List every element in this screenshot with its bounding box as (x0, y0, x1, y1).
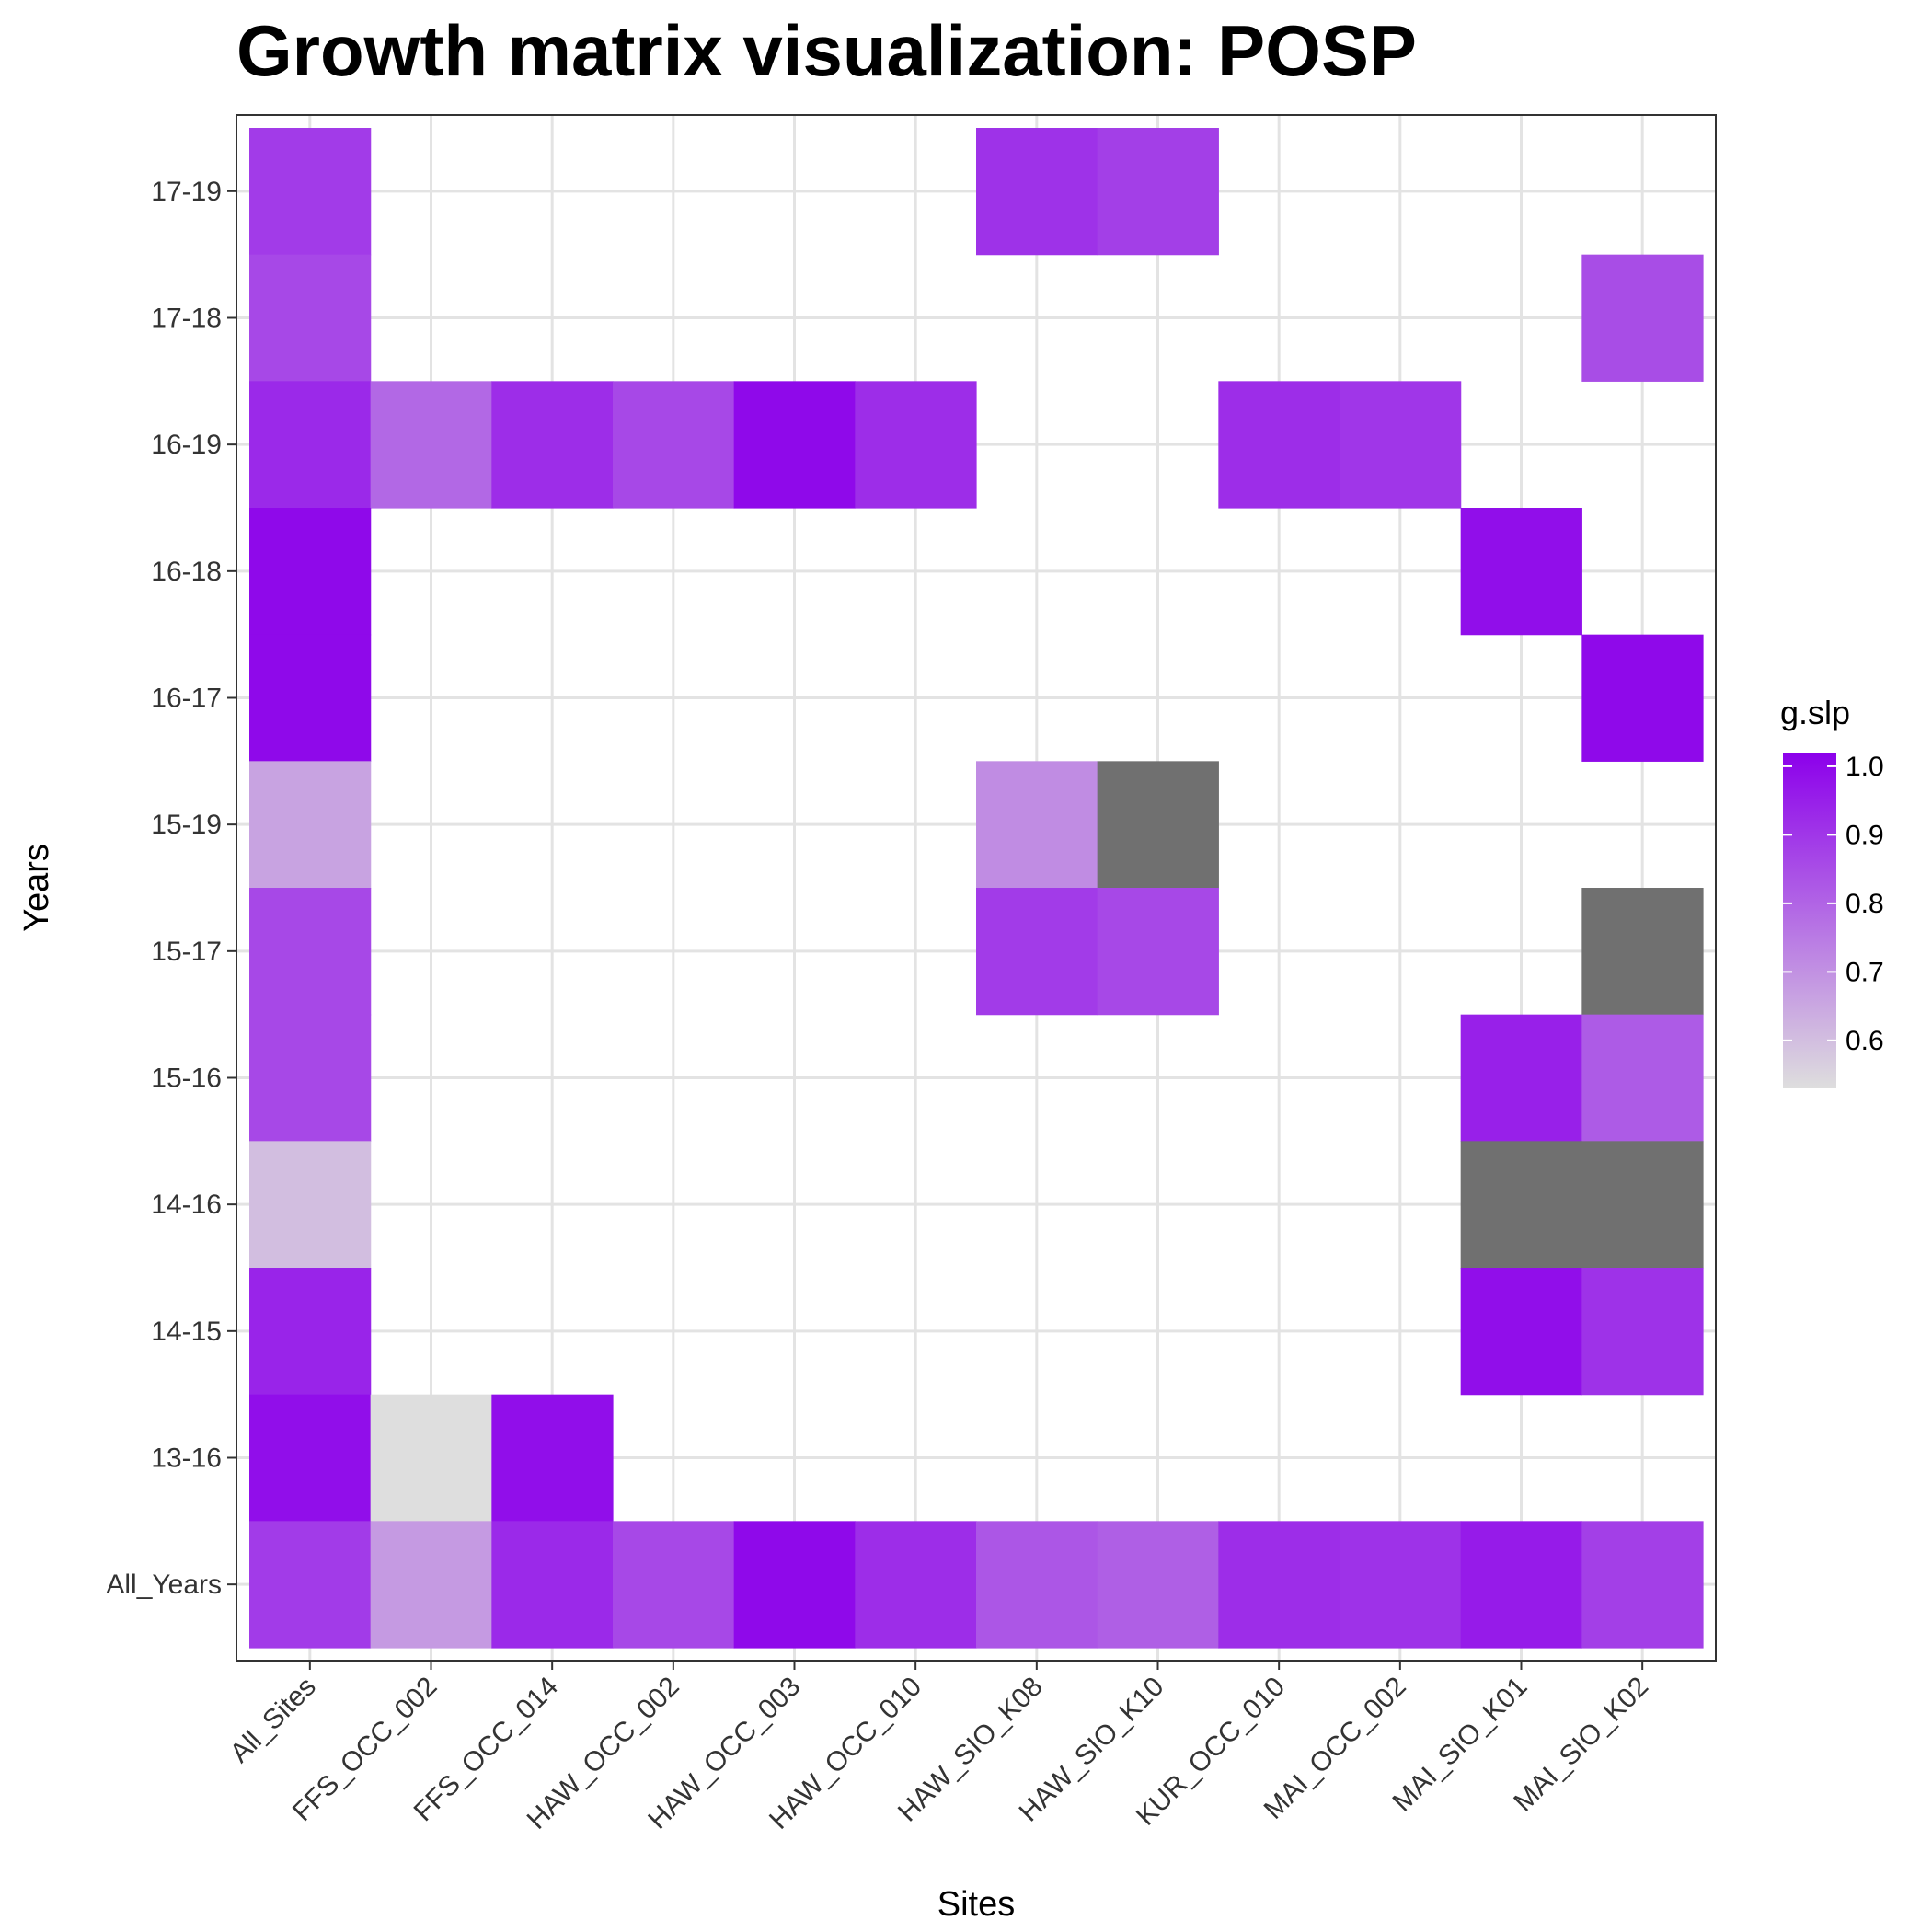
y-tick-label: 16-17 (151, 684, 222, 714)
y-tick-label: 17-18 (151, 304, 222, 334)
heatmap-cell (249, 1521, 372, 1649)
heatmap-cell (249, 761, 372, 889)
heatmap-cell (1581, 1014, 1704, 1142)
legend-tick-label: 0.7 (1846, 957, 1884, 987)
y-tick-label: 17-19 (151, 177, 222, 207)
heatmap-cell (1581, 1141, 1704, 1269)
legend-tick-label: 1.0 (1846, 752, 1884, 782)
heatmap-cell (491, 381, 614, 509)
heatmap-cell (249, 1014, 372, 1142)
heatmap-cell (370, 1521, 492, 1649)
heatmap-cell (855, 381, 977, 509)
y-tick-label: 15-17 (151, 937, 222, 967)
y-tick-label: 16-18 (151, 557, 222, 587)
heatmap-cell (1460, 1014, 1582, 1142)
heatmap-cell (1097, 761, 1219, 889)
heatmap-cell (249, 888, 372, 1016)
heatmap-cell (733, 381, 856, 509)
heatmap-cell (249, 254, 372, 382)
heatmap-cell (249, 1268, 372, 1396)
y-axis-title: Years (17, 844, 56, 932)
heatmap-cell (249, 1141, 372, 1269)
heatmap-cell (249, 1394, 372, 1522)
x-axis-title: Sites (937, 1885, 1015, 1924)
y-tick-label: 15-19 (151, 810, 222, 840)
heatmap-cell (1218, 1521, 1340, 1649)
legend-tick-label: 0.6 (1846, 1026, 1884, 1056)
heatmap-cell (249, 634, 372, 762)
heatmap-cell (1581, 1521, 1704, 1649)
heatmap-cell (1581, 888, 1704, 1016)
heatmap-cell (613, 1521, 735, 1649)
heatmap-cell (1097, 128, 1219, 256)
heatmap-cell (491, 1394, 614, 1522)
heatmap-cell (1460, 1268, 1582, 1396)
legend-ticks: 0.6 0.7 0.8 0.9 1.0 (1783, 752, 1884, 1056)
heatmap-cell (249, 508, 372, 636)
legend-tick-label: 0.9 (1846, 820, 1884, 850)
heatmap-cell (976, 128, 1098, 256)
heatmap-cell (1460, 1141, 1582, 1269)
heatmap-cell (1097, 888, 1219, 1016)
x-axis: All_SitesFFS_OCC_002FFS_OCC_014HAW_OCC_0… (224, 1661, 1654, 1835)
y-tick-label: 13-16 (151, 1443, 222, 1474)
heatmap-cell (976, 761, 1098, 889)
heatmap-cell (1340, 381, 1462, 509)
heatmap-cell (855, 1521, 977, 1649)
chart-title: Growth matrix visualization: POSP (236, 10, 1417, 91)
y-axis: All_Years 13-16 14-15 14-16 15-16 15-17 15-19 1… (106, 177, 236, 1600)
heatmap-cell (976, 888, 1098, 1016)
heatmap-cell (1218, 381, 1340, 509)
heatmap-cell (733, 1521, 856, 1649)
y-tick-label: 14-15 (151, 1317, 222, 1347)
y-tick-label: 14-16 (151, 1190, 222, 1220)
heatmap-cell (249, 381, 372, 509)
heatmap-cell (370, 381, 492, 509)
y-tick-label: All_Years (106, 1570, 222, 1600)
x-tick-label: All_Sites (224, 1672, 322, 1769)
heatmap-cell (249, 128, 372, 256)
heatmap-cell (613, 381, 735, 509)
heatmap-cell (491, 1521, 614, 1649)
heatmap-cell (1097, 1521, 1219, 1649)
heatmap-cell (1581, 1268, 1704, 1396)
heatmap-cell (1581, 634, 1704, 762)
heatmap-cell (1581, 254, 1704, 382)
y-tick-label: 15-16 (151, 1064, 222, 1094)
heatmap-cell (1460, 508, 1582, 636)
heatmap-cell (1460, 1521, 1582, 1649)
legend-colorbar (1783, 753, 1836, 1088)
legend-title: g.slp (1780, 694, 1850, 731)
legend: g.slp 0.6 0.7 0.8 0.9 1.0 (1780, 694, 1884, 1088)
heatmap-cells (249, 128, 1704, 1649)
heatmap-cell (976, 1521, 1098, 1649)
plot-border (236, 114, 1717, 1662)
heatmap-cell (1340, 1521, 1462, 1649)
heatmap-cell (370, 1394, 492, 1522)
y-tick-label: 16-19 (151, 430, 222, 460)
legend-tick-label: 0.8 (1846, 889, 1884, 919)
